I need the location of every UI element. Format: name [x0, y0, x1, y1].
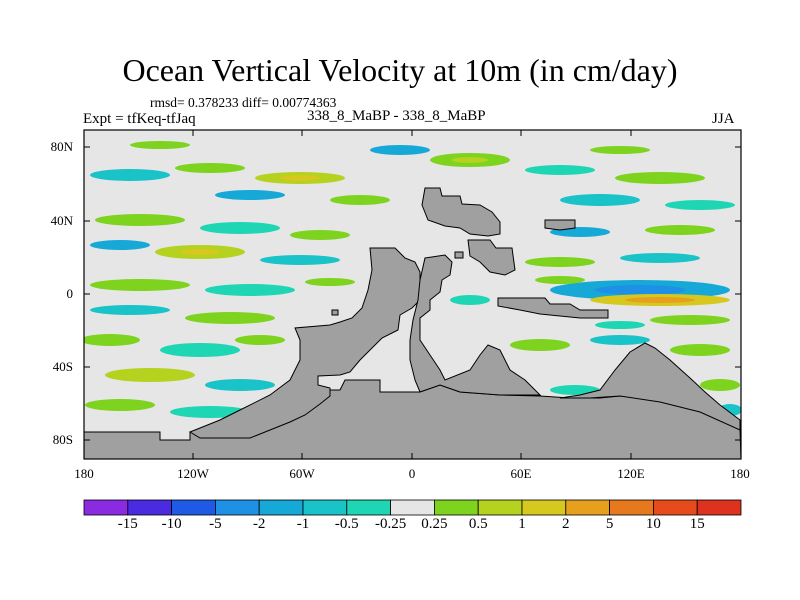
lon-label: 180: [730, 466, 750, 481]
stats-label: rmsd= 0.378233 diff= 0.00774363: [150, 95, 337, 110]
land-africa: [409, 254, 542, 396]
colorbar-label: 1: [518, 516, 526, 532]
colorbar-label: -2: [252, 516, 266, 532]
colorbar-label: 0.5: [468, 516, 488, 532]
case-label: 338_8_MaBP - 338_8_MaBP: [307, 108, 486, 124]
colorbar: [83, 499, 742, 516]
land-small-island: [454, 251, 464, 259]
colorbar-swatch: [521, 499, 567, 516]
lat-label: 0: [66, 286, 74, 301]
plot-title: Ocean Vertical Velocity at 10m (in cm/da…: [122, 52, 678, 88]
land-australia: [559, 342, 741, 431]
land-northern-block: [421, 187, 501, 237]
colorbar-label: -5: [209, 516, 222, 532]
lat-label: 40N: [50, 213, 73, 228]
land-asia-island: [544, 219, 576, 231]
experiment-label: Expt = tfKeq-tfJaq: [83, 111, 196, 127]
colorbar-label: 5: [605, 516, 614, 532]
colorbar-swatch: [477, 499, 523, 516]
lon-label: 60W: [289, 466, 315, 481]
colorbar-label: 0.25: [421, 516, 448, 532]
colorbar-swatch: [346, 499, 391, 516]
colorbar-label: -1: [296, 516, 310, 532]
colorbar-swatch: [653, 499, 698, 516]
colorbar-label: -10: [161, 516, 182, 532]
lon-label: 0: [408, 466, 416, 481]
colorbar-swatch: [258, 499, 304, 516]
colorbar-swatch: [609, 499, 654, 516]
land-maritime: [497, 297, 609, 319]
colorbar-swatch: [214, 499, 260, 516]
land-middle-east: [467, 239, 516, 276]
velocity-field: [84, 141, 741, 418]
lon-label: 120E: [617, 466, 645, 481]
lat-label: 40S: [52, 359, 73, 374]
colorbar-label: -15: [117, 516, 138, 532]
colorbar-swatch: [302, 499, 348, 516]
colorbar-swatch: [127, 499, 173, 516]
colorbar-label: -0.25: [374, 516, 407, 532]
colorbar-label: 15: [689, 516, 705, 532]
colorbar-swatch: [390, 499, 435, 516]
lat-label: 80N: [50, 139, 73, 154]
land-south-america: [188, 247, 421, 439]
colorbar-swatch: [433, 499, 479, 516]
colorbar-label: 10: [645, 516, 661, 532]
lon-label: 60E: [510, 466, 532, 481]
colorbar-swatch: [696, 499, 742, 516]
lon-label: 120W: [177, 466, 209, 481]
axis-ticks: [84, 130, 741, 459]
colorbar-label: 2: [562, 516, 570, 532]
colorbar-label: -0.5: [334, 516, 359, 532]
lat-label: 80S: [52, 432, 73, 447]
colorbar-swatch: [83, 499, 129, 516]
colorbar-swatch: [565, 499, 610, 516]
lon-label: 180: [74, 466, 94, 481]
colorbar-swatch: [171, 499, 216, 516]
land-small-island: [331, 309, 339, 316]
season-label: JJA: [712, 111, 735, 127]
